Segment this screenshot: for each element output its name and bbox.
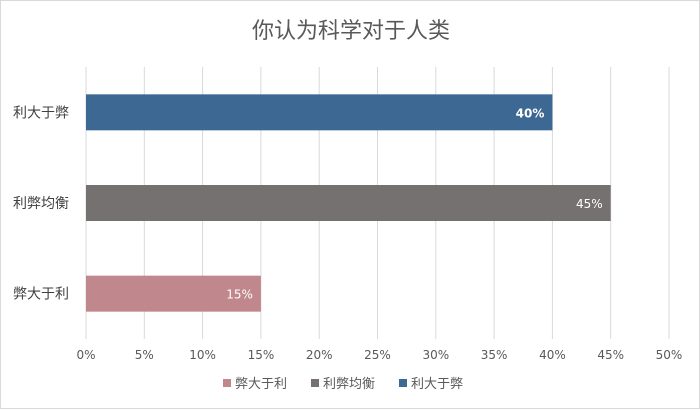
x-axis-tick-labels: 0% 5% 10% 15% 20% 25% 30% 35% 40% 45% 50%: [76, 348, 682, 362]
category-label: 利弊均衡: [13, 196, 69, 212]
x-tick-label: 50%: [656, 348, 683, 362]
legend-label: 利弊均衡: [323, 376, 375, 392]
category-label: 利大于弊: [13, 105, 69, 121]
x-tick-label: 25%: [364, 348, 391, 362]
x-tick-label: 5%: [135, 348, 154, 362]
category-label: 弊大于利: [13, 287, 69, 303]
x-tick-label: 40%: [539, 348, 566, 362]
legend-swatch: [223, 379, 231, 387]
legend-label: 弊大于利: [235, 376, 287, 392]
bar: [86, 275, 261, 312]
x-tick-label: 0%: [76, 348, 95, 362]
legend: 弊大于利 利弊均衡 利大于弊: [223, 376, 463, 392]
bars: 40% 45% 15%: [86, 94, 611, 312]
data-label: 40%: [516, 106, 545, 120]
x-tick-label: 35%: [481, 348, 508, 362]
x-tick-label: 20%: [306, 348, 333, 362]
x-tick-label: 10%: [189, 348, 216, 362]
data-label: 15%: [226, 288, 253, 302]
legend-swatch: [399, 379, 407, 387]
data-label: 45%: [576, 197, 603, 211]
x-tick-label: 30%: [422, 348, 449, 362]
legend-swatch: [311, 379, 319, 387]
bar: [86, 185, 611, 221]
x-tick-label: 45%: [597, 348, 624, 362]
legend-label: 利大于弊: [411, 376, 463, 392]
x-tick-label: 15%: [248, 348, 275, 362]
chart-title: 你认为科学对于人类: [252, 19, 450, 44]
bar: [86, 94, 553, 131]
